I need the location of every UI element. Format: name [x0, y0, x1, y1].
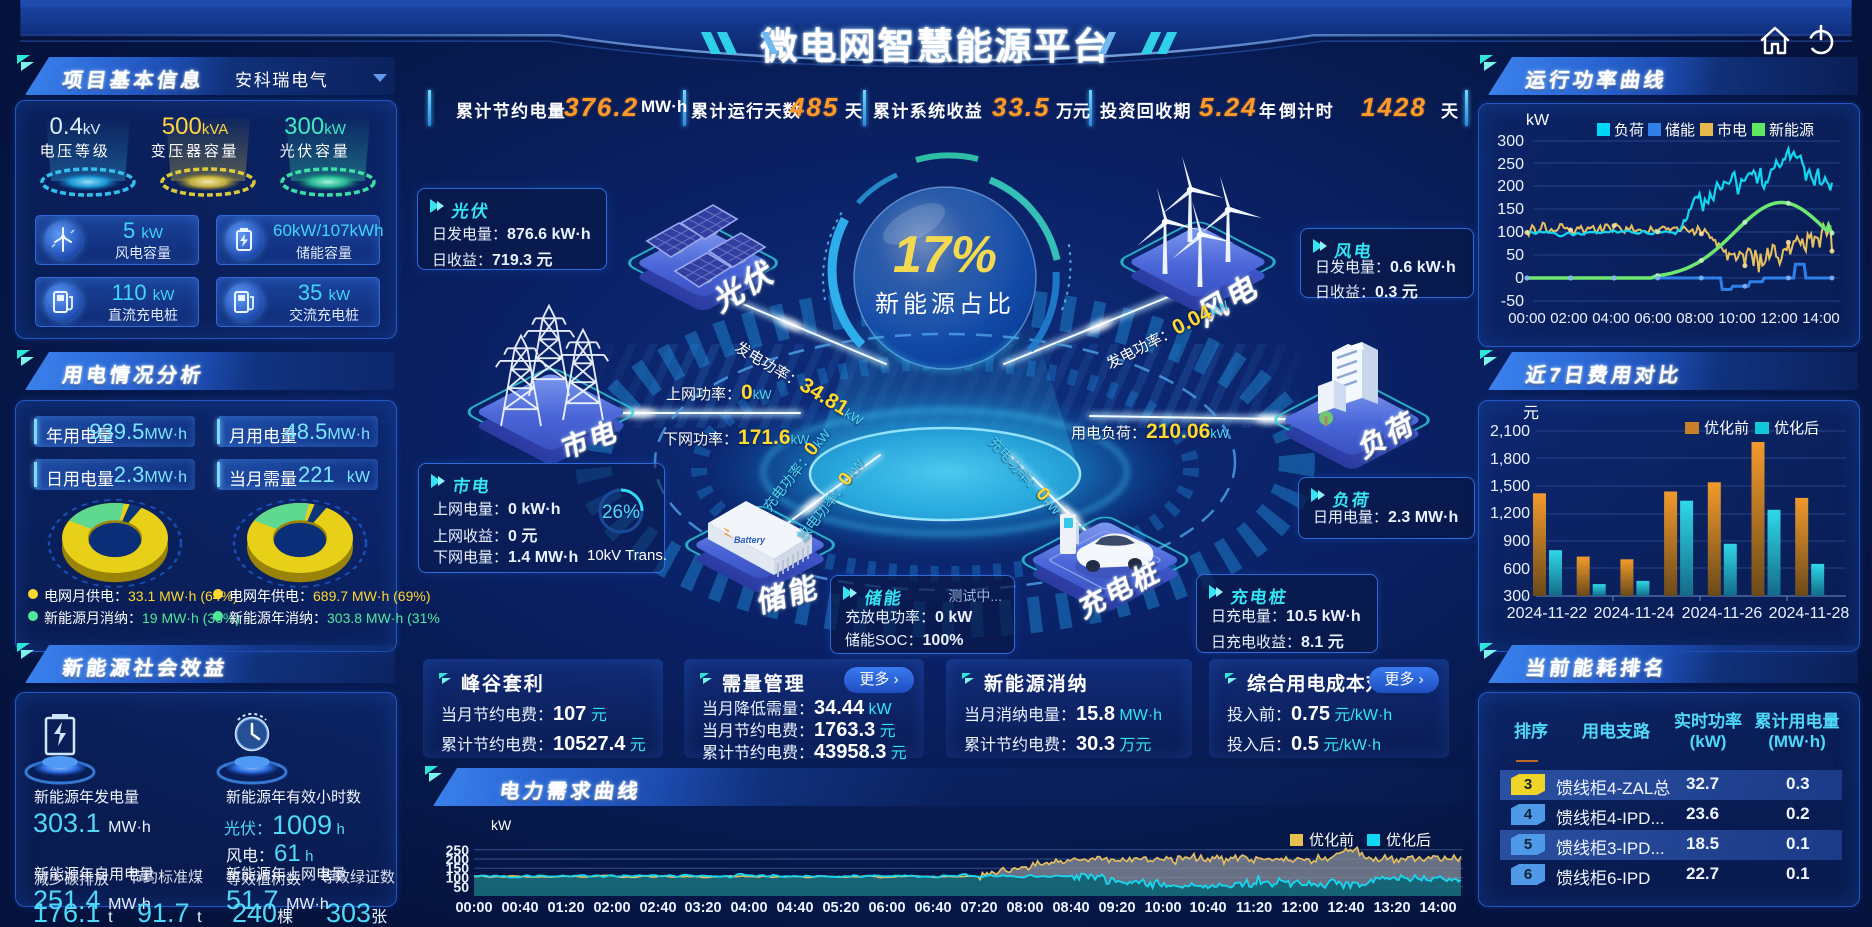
svg-text:07:20: 07:20	[960, 900, 997, 916]
svg-text:150: 150	[446, 860, 470, 876]
svg-text:250: 250	[1497, 156, 1524, 173]
svg-text:优化前: 优化前	[1309, 832, 1354, 849]
svg-text:01:20: 01:20	[547, 900, 584, 916]
svg-text:06:00: 06:00	[1634, 310, 1672, 327]
svg-text:600: 600	[1503, 561, 1530, 578]
svg-text:250: 250	[446, 842, 470, 858]
svg-text:12:40: 12:40	[1327, 900, 1364, 916]
svg-text:10:00: 10:00	[1144, 900, 1181, 916]
svg-text:05:20: 05:20	[822, 900, 859, 916]
svg-text:10:00: 10:00	[1718, 310, 1756, 327]
svg-text:04:00: 04:00	[730, 900, 767, 916]
svg-text:300: 300	[1503, 588, 1530, 605]
svg-text:03:20: 03:20	[684, 900, 721, 916]
svg-text:市电: 市电	[1717, 122, 1747, 139]
svg-text:1,200: 1,200	[1490, 505, 1530, 522]
svg-text:2024-11-28: 2024-11-28	[1769, 605, 1850, 622]
svg-text:2024-11-24: 2024-11-24	[1594, 605, 1675, 622]
svg-text:储能: 储能	[1665, 122, 1695, 139]
svg-text:新能源: 新能源	[1769, 122, 1814, 139]
svg-text:14:00: 14:00	[1802, 310, 1840, 327]
svg-text:1,800: 1,800	[1490, 451, 1530, 468]
svg-text:负荷: 负荷	[1614, 122, 1644, 139]
svg-text:00:00: 00:00	[1508, 310, 1546, 327]
svg-text:04:40: 04:40	[776, 900, 813, 916]
svg-text:08:00: 08:00	[1006, 900, 1043, 916]
svg-text:Battery: Battery	[734, 535, 766, 545]
svg-text:13:20: 13:20	[1373, 900, 1410, 916]
svg-text:26%: 26%	[602, 502, 640, 523]
svg-text:优化后: 优化后	[1386, 832, 1431, 849]
svg-text:02:00: 02:00	[1550, 310, 1588, 327]
svg-text:02:00: 02:00	[593, 900, 630, 916]
svg-text:02:40: 02:40	[639, 900, 676, 916]
svg-text:0: 0	[1515, 270, 1524, 287]
svg-text:50: 50	[453, 879, 469, 895]
svg-text:09:20: 09:20	[1098, 900, 1135, 916]
svg-text:kW: kW	[491, 817, 512, 833]
svg-text:06:40: 06:40	[914, 900, 951, 916]
svg-text:12:00: 12:00	[1760, 310, 1798, 327]
svg-text:06:00: 06:00	[868, 900, 905, 916]
svg-text:元: 元	[1523, 405, 1539, 422]
svg-text:11:20: 11:20	[1236, 900, 1272, 916]
svg-text:14:00: 14:00	[1419, 900, 1456, 916]
svg-text:50: 50	[1506, 247, 1524, 264]
svg-text:04:00: 04:00	[1592, 310, 1630, 327]
svg-text:12:00: 12:00	[1281, 900, 1318, 916]
svg-text:900: 900	[1503, 533, 1530, 550]
svg-text:优化前: 优化前	[1704, 420, 1749, 437]
svg-text:100: 100	[1497, 224, 1524, 241]
svg-text:08:00: 08:00	[1676, 310, 1714, 327]
svg-text:100: 100	[446, 870, 470, 886]
svg-text:-50: -50	[1501, 293, 1524, 310]
svg-text:00:40: 00:40	[501, 900, 538, 916]
svg-text:新能源占比: 新能源占比	[875, 291, 1015, 318]
svg-text:300: 300	[1497, 133, 1524, 150]
svg-text:200: 200	[446, 851, 470, 867]
svg-text:2024-11-26: 2024-11-26	[1682, 605, 1763, 622]
svg-text:10:40: 10:40	[1189, 900, 1226, 916]
svg-text:2024-11-22: 2024-11-22	[1507, 605, 1588, 622]
svg-text:200: 200	[1497, 178, 1524, 195]
svg-text:00:00: 00:00	[455, 900, 492, 916]
svg-text:17%: 17%	[893, 226, 997, 284]
svg-text:kW: kW	[1526, 112, 1550, 129]
svg-text:08:40: 08:40	[1052, 900, 1089, 916]
svg-text:1,500: 1,500	[1490, 478, 1530, 495]
svg-text:2,100: 2,100	[1490, 423, 1530, 440]
svg-text:优化后: 优化后	[1774, 420, 1819, 437]
svg-text:150: 150	[1497, 201, 1524, 218]
